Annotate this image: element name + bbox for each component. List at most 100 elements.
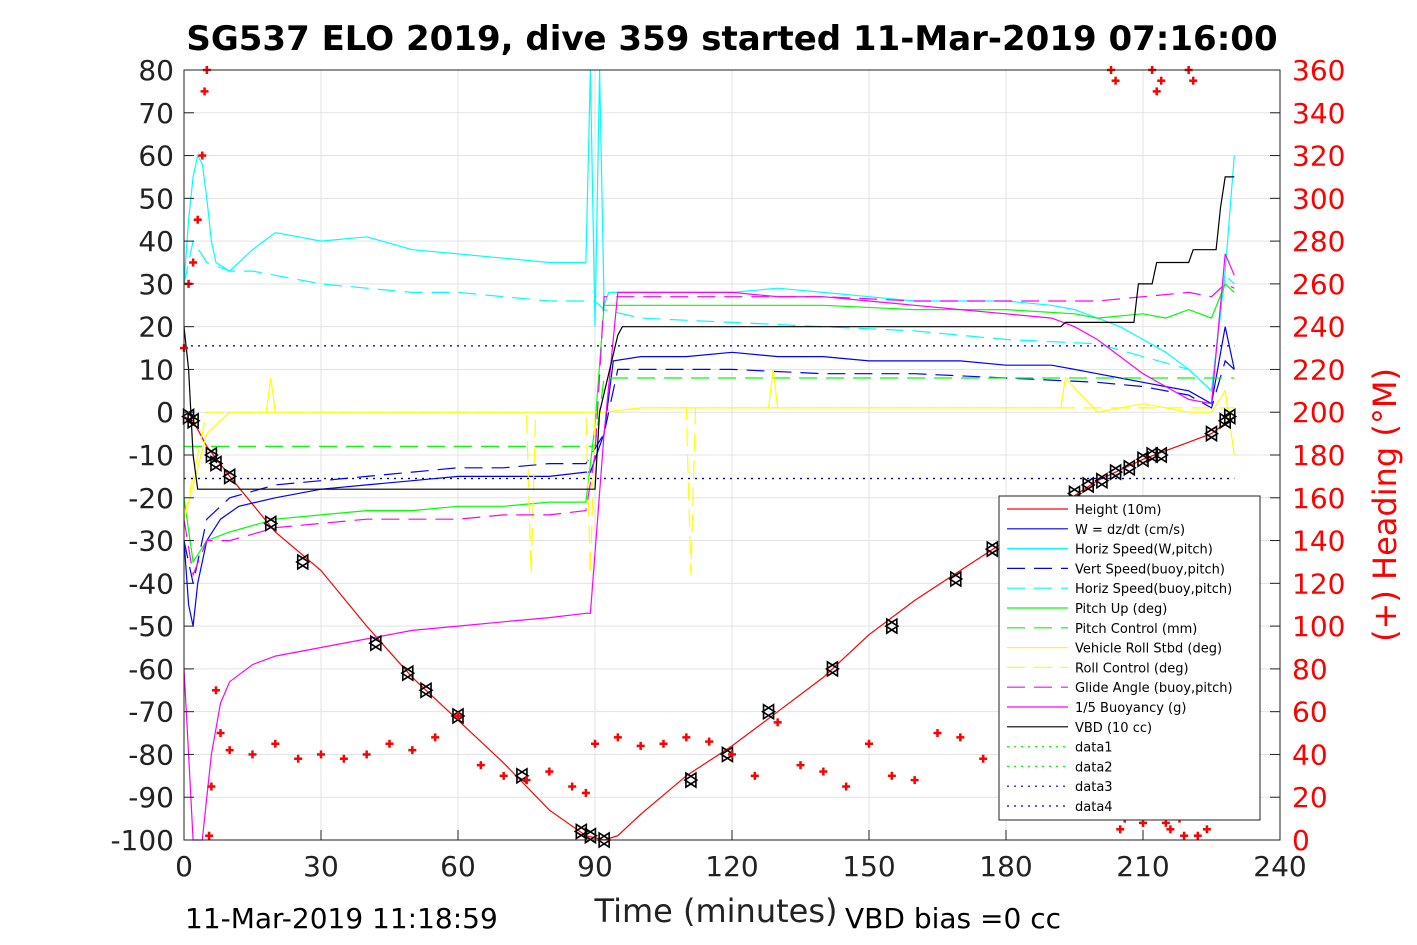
series-line [183, 239, 1235, 393]
x-tick-label: 90 [577, 850, 613, 883]
legend-label: data4 [1075, 800, 1113, 815]
right-tick-label: 320 [1292, 140, 1345, 173]
height-marker-right [826, 660, 840, 678]
x-tick-label: 150 [842, 850, 895, 883]
chart-title: SG537 ELO 2019, dive 359 started 11-Mar-… [186, 19, 1277, 59]
heading-marker [476, 761, 485, 770]
legend-label: Horiz Speed(W,pitch) [1075, 543, 1213, 558]
right-tick-label: 280 [1292, 225, 1345, 258]
height-marker-right [264, 514, 279, 532]
heading-marker [1193, 831, 1202, 840]
left-tick-label: 50 [138, 182, 174, 215]
heading-marker [294, 754, 303, 763]
height-marker-right [1123, 459, 1137, 477]
heading-marker [545, 767, 554, 776]
heading-marker [317, 750, 325, 759]
heading-marker [1202, 825, 1211, 834]
left-tick-label: 80 [138, 54, 174, 87]
legend-label: Vert Speed(buoy,pitch) [1075, 562, 1225, 577]
legend-label: Vehicle Roll Stbd (deg) [1075, 642, 1222, 657]
right-tick-label: 0 [1292, 824, 1310, 857]
heading-marker [454, 711, 462, 720]
heading-marker [773, 718, 782, 727]
heading-marker [198, 151, 207, 160]
height-marker-right [762, 703, 777, 721]
right-axis-ticks: 3603403203002802602402202001801601401201… [1270, 54, 1345, 857]
legend-label: data1 [1075, 741, 1113, 756]
heading-marker [979, 754, 988, 763]
left-tick-label: -60 [128, 653, 174, 686]
x-tick-label: 0 [175, 850, 193, 883]
heading-marker [1166, 825, 1175, 834]
legend-label: Glide Angle (buoy,pitch) [1075, 681, 1233, 696]
right-tick-label: 360 [1292, 54, 1345, 87]
legend-label: data3 [1075, 780, 1113, 795]
heading-marker [705, 737, 714, 746]
x-tick-label: 240 [1253, 850, 1306, 883]
left-tick-label: -80 [128, 738, 174, 771]
legend-label: Pitch Up (deg) [1075, 602, 1167, 617]
legend-label: Height (10m) [1075, 503, 1161, 518]
height-marker-right [886, 617, 900, 635]
heading-marker [865, 739, 873, 748]
left-tick-label: -10 [128, 439, 174, 472]
left-axis-ticks: 80 70 60 50 40 30 20 10 0 -10 -20 -30 -40 -50 -60 -70 -8… [110, 54, 194, 857]
heading-marker [682, 733, 691, 742]
legend-label: 1/5 Buoyancy (g) [1075, 701, 1186, 716]
right-tick-label: 340 [1292, 97, 1345, 130]
heading-marker [189, 258, 198, 267]
right-tick-label: 20 [1292, 781, 1328, 814]
left-tick-label: -70 [128, 696, 174, 729]
left-tick-label: -20 [128, 482, 174, 515]
series-line [183, 176, 1235, 490]
x-axis-label: Time (minutes) [594, 892, 838, 930]
right-tick-label: 80 [1292, 653, 1328, 686]
right-tick-label: 120 [1292, 567, 1345, 600]
legend-label: VBD (10 cc) [1075, 721, 1152, 736]
left-tick-label: -40 [128, 567, 174, 600]
heading-marker [431, 733, 440, 742]
height-marker-right [1096, 472, 1110, 490]
x-tick-label: 180 [979, 850, 1032, 883]
heading-marker [581, 788, 590, 797]
height-marker-right [420, 681, 434, 699]
heading-marker [613, 733, 622, 742]
heading-marker [200, 87, 209, 96]
left-tick-label: -90 [128, 781, 174, 814]
right-tick-label: 60 [1292, 696, 1328, 729]
heading-marker [1189, 76, 1198, 85]
heading-marker [1111, 76, 1120, 85]
heading-marker [362, 750, 371, 759]
height-marker-right [401, 664, 416, 682]
left-tick-label: -100 [110, 824, 174, 857]
series-line [183, 326, 1235, 627]
heading-marker [1116, 825, 1125, 834]
heading-marker [819, 767, 828, 776]
left-tick-label: -50 [128, 610, 174, 643]
right-tick-label: 140 [1292, 525, 1345, 558]
left-tick-label: 10 [138, 353, 174, 386]
heading-marker [216, 729, 225, 738]
heading-marker [956, 733, 965, 742]
heading-marker [568, 782, 577, 791]
right-tick-label: 200 [1292, 396, 1345, 429]
heading-marker [1180, 831, 1189, 840]
legend-label: Pitch Control (mm) [1075, 622, 1197, 637]
height-marker-right [584, 827, 598, 845]
heading-marker [499, 771, 508, 780]
height-marker-right [575, 822, 589, 840]
heading-marker [385, 739, 394, 748]
legend-label: Horiz Speed(buoy,pitch) [1075, 582, 1232, 597]
height-marker-right [187, 412, 201, 430]
heading-marker [248, 750, 257, 759]
heading-marker [659, 739, 668, 748]
heading-marker [796, 761, 805, 770]
heading-marker [271, 739, 280, 748]
right-axis-label: (+) Heading (°M) [1366, 368, 1404, 642]
heading-marker [225, 746, 234, 755]
height-marker-right [721, 745, 735, 763]
height-marker-right [205, 446, 219, 464]
heading-marker [1152, 87, 1161, 96]
right-tick-label: 100 [1292, 610, 1345, 643]
heading-marker [205, 831, 214, 840]
